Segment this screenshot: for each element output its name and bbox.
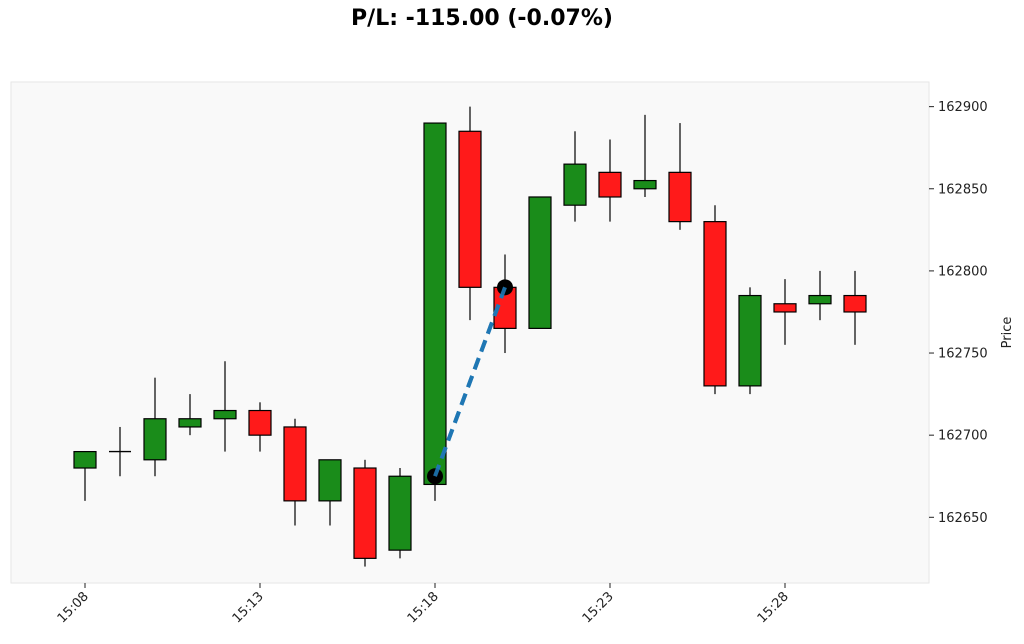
y-tick-label: 162850 [938,182,988,197]
candle-body [808,294,832,305]
x-tick-label: 15:23 [580,589,617,626]
x-tick-label: 15:08 [55,589,92,626]
candle-body [633,179,657,190]
x-tick-label: 15:13 [230,589,267,626]
candle-body [458,130,482,288]
candle-body [423,122,447,486]
candle-body [143,418,167,461]
candle-body [353,467,377,559]
y-tick-label: 162650 [938,511,988,526]
candle-body [598,171,622,198]
candle-body [318,459,342,502]
candle-body [843,294,867,313]
candle-body [703,221,727,387]
candle-body [388,475,412,551]
candle-body [563,163,587,206]
y-tick-label: 162750 [938,347,988,362]
candle-body [528,196,552,329]
y-tick-label: 162800 [938,264,988,279]
y-tick-label: 162900 [938,100,988,115]
y-axis-label: Price [1000,317,1015,349]
candle-body [668,171,692,223]
candle-body [283,426,307,502]
chart-title: P/L: -115.00 (-0.07%) [351,6,613,31]
candle-body [248,409,272,436]
candle-body [213,409,237,420]
x-tick-label: 15:18 [405,589,442,626]
candle-body [773,303,797,313]
candle-body [73,450,97,469]
y-tick-label: 162700 [938,429,988,444]
candle-body [178,418,202,428]
candle-body [738,294,762,387]
x-tick-label: 15:28 [755,589,792,626]
trade-line-overlay [433,286,507,477]
